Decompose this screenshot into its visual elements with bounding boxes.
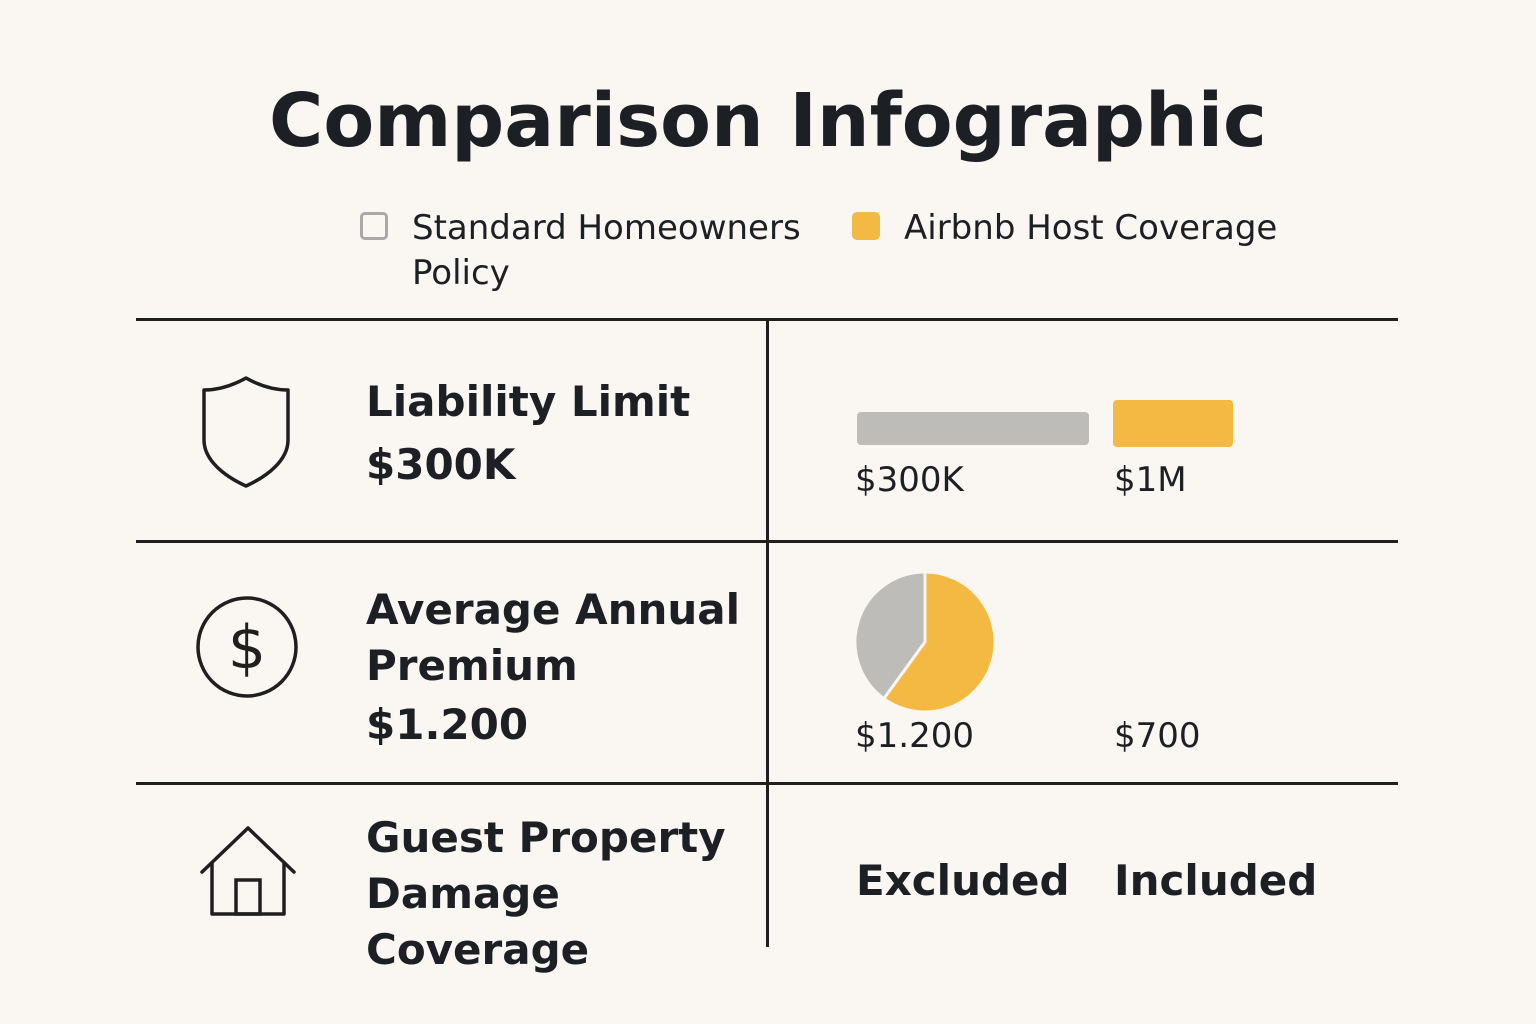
legend-swatch-standard — [360, 212, 388, 240]
value-label-standard-premium: $1.200 — [855, 716, 974, 756]
pie-slice-airbnb — [881, 570, 997, 714]
row-value-premium: $1.200 — [366, 700, 529, 749]
divider-vertical — [766, 320, 769, 947]
value-label-airbnb-guest-damage: Included — [1114, 856, 1318, 905]
dollar-circle-icon: $ — [196, 596, 298, 698]
legend-label-standard: Standard Homeowners Policy — [412, 208, 801, 293]
legend-airbnb: Airbnb Host Coverage — [852, 206, 1277, 251]
legend-swatch-airbnb — [852, 212, 880, 240]
svg-text:$: $ — [228, 613, 266, 683]
row-label-premium: Average Annual Premium — [366, 585, 741, 690]
row-value-liability: $300K — [366, 440, 516, 489]
bar-standard-liability — [857, 412, 1089, 445]
pie-slice-standard — [853, 570, 927, 701]
bar-airbnb-liability — [1113, 400, 1233, 447]
divider-top — [136, 318, 1398, 321]
value-label-airbnb-liability: $1M — [1114, 460, 1187, 500]
legend-standard: Standard Homeowners Policy — [360, 206, 812, 296]
legend-label-airbnb: Airbnb Host Coverage — [904, 208, 1278, 248]
value-label-standard-liability: $300K — [855, 460, 964, 500]
premium-pie-chart — [853, 570, 997, 714]
row-label-guest-damage: Guest Property Damage Coverage — [366, 813, 726, 974]
page-title: Comparison Infographic — [269, 78, 1267, 164]
shield-icon — [202, 376, 290, 488]
value-label-standard-guest-damage: Excluded — [856, 856, 1070, 905]
house-icon — [200, 826, 296, 916]
value-label-airbnb-premium: $700 — [1114, 716, 1201, 756]
row-label-liability: Liability Limit — [366, 377, 691, 426]
